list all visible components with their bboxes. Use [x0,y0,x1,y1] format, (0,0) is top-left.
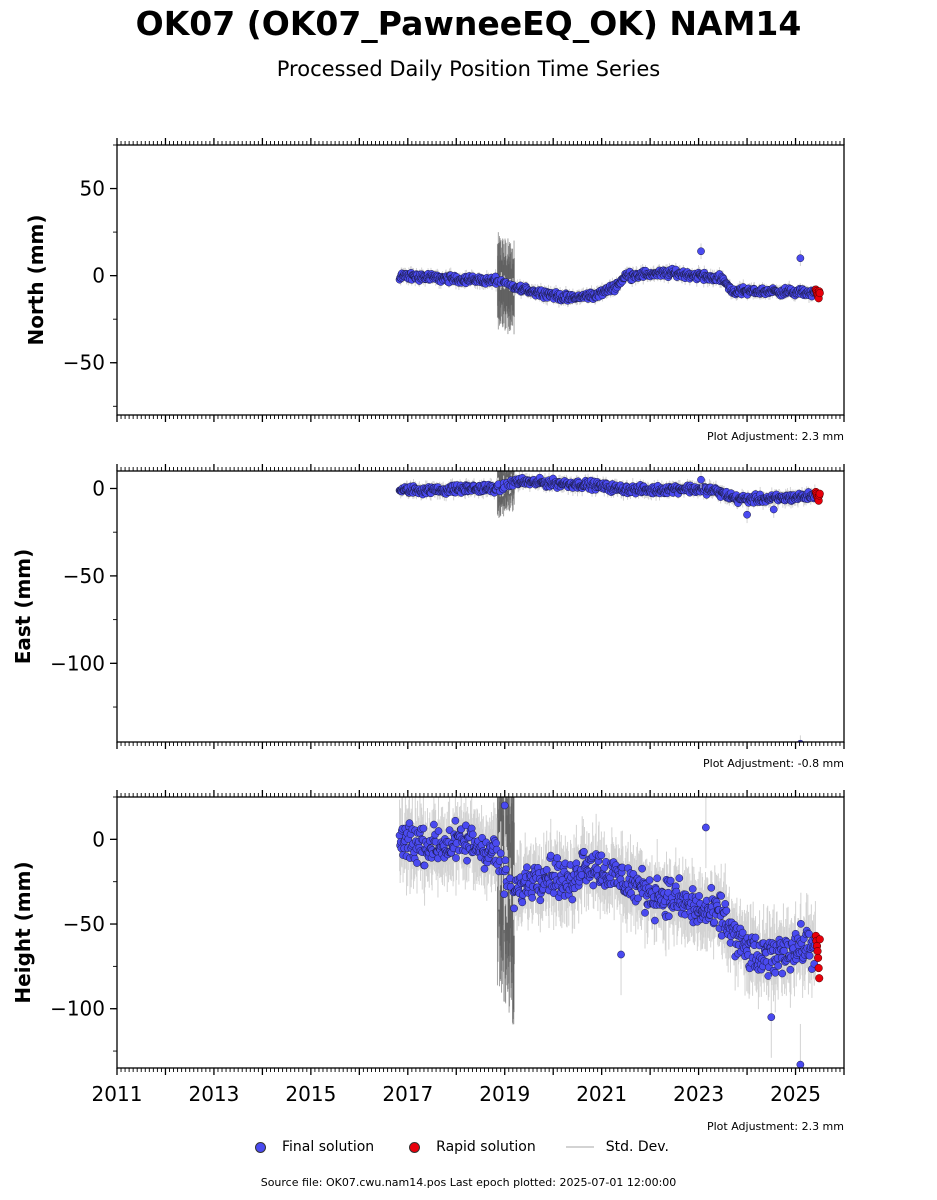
final-solution-point [430,820,438,829]
figure-subtitle: Processed Daily Position Time Series [276,57,661,81]
plot-area-1 [395,471,824,742]
plot-area-0 [395,232,824,335]
final-solution-point [420,861,429,870]
y-tick-label: −50 [63,564,105,588]
final-solution-point [451,816,460,825]
final-solution-point [468,830,477,839]
final-solution-point [675,874,684,883]
y-tick-label: −100 [50,651,105,675]
rapid-solution-point [815,289,824,298]
final-solution-point [553,854,562,862]
final-solution-point [597,851,606,860]
final-solution-point [769,505,778,514]
figure-title: OK07 (OK07_PawneeEQ_OK) NAM14 [135,4,802,43]
plot-area-2 [395,797,824,1068]
final-solution-point [542,865,551,874]
final-solution-point [638,864,646,873]
final-solution-point [434,827,443,835]
final-solution-point [651,916,659,925]
final-solution-point [523,863,531,872]
final-solution-point [589,881,598,890]
final-solution-point [666,876,675,885]
final-solution-point [501,856,510,865]
final-solution-point [695,892,703,900]
final-solution-point [796,254,805,263]
final-solution-point [496,849,505,858]
final-solution-point [528,893,537,902]
final-solution-point [492,839,500,848]
final-solution-point [641,908,649,917]
final-solution-point [707,883,716,892]
final-solution-point [510,904,518,913]
y-axis-label: North (mm) [24,214,48,345]
final-solution-point [413,859,421,867]
y-tick-label: 0 [92,264,105,288]
final-solution-point [645,876,654,884]
y-tick-label: −50 [63,351,105,375]
axes-frame [116,470,845,743]
final-solution-point [463,856,471,865]
final-solution-point [697,247,705,256]
final-solution-point [518,898,527,907]
final-solution-point [688,885,697,893]
final-solution-point [580,847,588,856]
panel-1: 0 −50 −100 East (mm) Plot Adjustment: -0.8 m… [11,464,845,770]
final-solution-point [796,739,804,742]
final-solution-point [452,854,460,862]
panel-0: 50 0 −50 North (mm) Plot Adjustment: 2.3 mm [24,138,845,443]
final-solution-point [743,510,751,519]
final-solution-point [653,874,662,883]
final-solution-point [568,895,577,904]
rapid-solution-point [815,489,824,498]
final-solution-point [664,912,673,921]
final-solution-point [419,824,428,833]
y-tick-label: 50 [80,177,105,201]
plot-adjustment-label: Plot Adjustment: 2.3 mm [707,430,844,443]
final-solution-point [502,865,510,874]
final-solution-point [500,890,509,899]
y-tick-label: 0 [92,476,105,500]
final-solution-point [480,864,489,873]
final-solution-point [536,896,545,905]
final-solution-point [697,475,705,484]
final-solution-point [546,851,555,860]
plot-adjustment-label: Plot Adjustment: -0.8 mm [703,757,844,770]
y-axis-label: East (mm) [11,549,35,665]
final-solution-point [634,894,642,903]
